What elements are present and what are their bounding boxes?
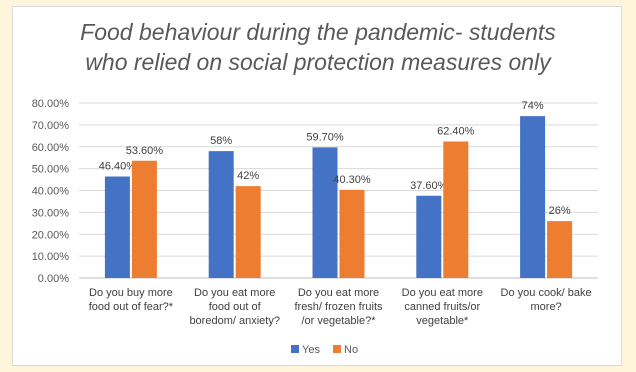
legend-swatch-yes (291, 345, 299, 353)
y-tick-label: 10.00% (32, 251, 70, 263)
y-tick-label: 40.00% (32, 186, 70, 198)
bar-yes (416, 195, 442, 278)
category-label: canned fruits/or (404, 301, 480, 313)
bar-no (235, 186, 261, 278)
bar-chart: 0.00% 10.00% 20.00% 30.00% 40.00% 50.00% 60.00… (32, 98, 598, 356)
chart-frame: Food behaviour during the pandemic- stud… (12, 6, 622, 366)
bar-yes (208, 151, 234, 278)
category-label: fresh/ frozen fruits (294, 301, 383, 313)
category-label: more? (531, 301, 562, 313)
legend-label-yes: Yes (302, 344, 320, 356)
y-tick-label: 50.00% (32, 164, 70, 176)
legend-label-no: No (344, 344, 358, 356)
y-tick-label: 60.00% (32, 142, 70, 154)
y-tick-label: 20.00% (32, 229, 70, 241)
data-label: 40.30% (333, 174, 371, 186)
category-label: /or vegetable?* (302, 315, 377, 327)
data-label: 37.60% (410, 180, 448, 192)
data-label: 53.60% (126, 145, 164, 157)
category-label: boredom/ anxiety? (189, 315, 280, 327)
bar-no (547, 221, 573, 278)
data-label: 26% (549, 205, 571, 217)
category-label: Do you eat more (298, 287, 379, 299)
data-label: 74% (522, 100, 544, 112)
bar-no (443, 141, 469, 278)
category-label: food out of (209, 301, 262, 313)
data-label: 59.70% (306, 131, 344, 143)
bar-yes (104, 176, 130, 278)
y-tick-label: 80.00% (32, 98, 70, 110)
data-label: 46.40% (99, 161, 137, 173)
category-label: Do you eat more (194, 287, 275, 299)
chart-title: Food behaviour during the pandemic- stud… (13, 17, 623, 77)
bar-yes (520, 116, 546, 278)
chart-title-line-2: who relied on social protection measures… (85, 49, 551, 75)
bar-no (339, 189, 365, 278)
category-label: Do you buy more (89, 287, 173, 299)
bar-no (131, 160, 157, 278)
category-label: vegetable* (416, 315, 469, 327)
y-tick-label: 0.00% (38, 273, 69, 285)
data-label: 62.40% (437, 126, 475, 138)
bar-yes (312, 147, 338, 278)
legend-swatch-no (333, 345, 341, 353)
chart-title-line-1: Food behaviour during the pandemic- stud… (80, 19, 556, 45)
y-tick-label: 30.00% (32, 207, 70, 219)
category-label: Do you cook/ bake (501, 287, 592, 299)
y-tick-label: 70.00% (32, 120, 70, 132)
data-label: 42% (237, 170, 259, 182)
data-label: 58% (210, 135, 232, 147)
category-label: Do you eat more (402, 287, 483, 299)
category-label: food out of fear?* (89, 301, 174, 313)
